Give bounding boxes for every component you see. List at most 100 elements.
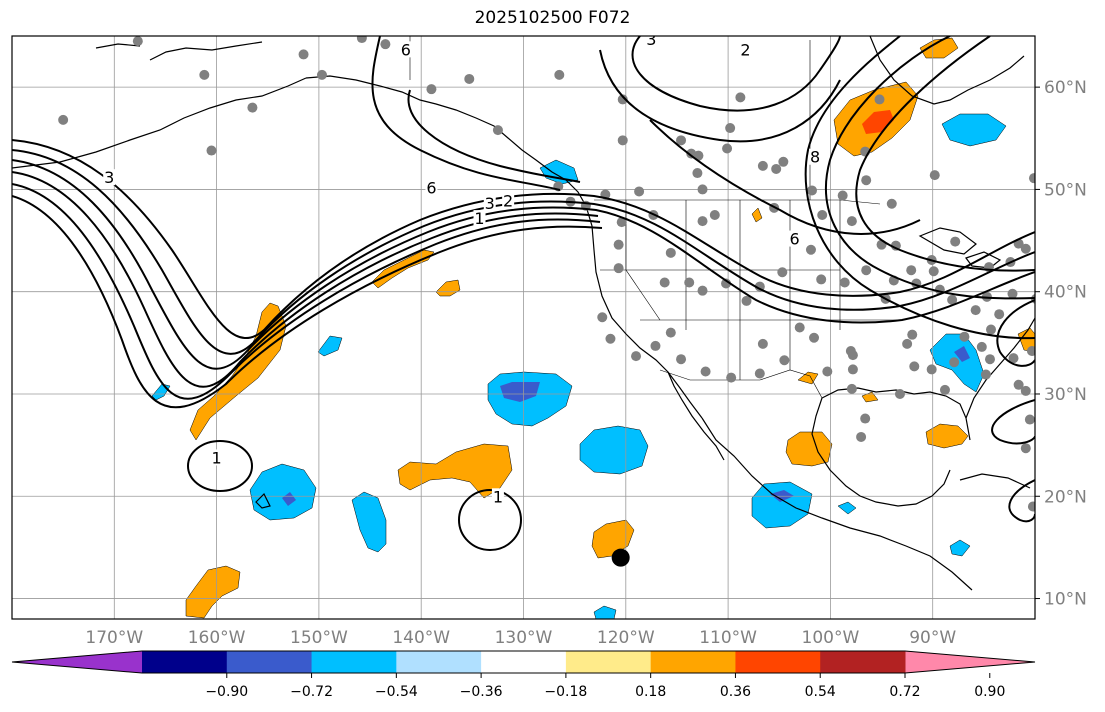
- station-dot: [492, 125, 503, 136]
- station-dot: [1013, 379, 1024, 390]
- station-dot: [1027, 501, 1035, 512]
- contour-label-bg: [473, 210, 486, 227]
- station-dot: [617, 94, 628, 105]
- contour-label: 3: [104, 168, 114, 187]
- anomaly-negative-region: [539, 159, 579, 185]
- contour-label-bg: [491, 488, 504, 505]
- station-dot: [779, 355, 790, 366]
- station-dot: [902, 338, 913, 349]
- station-dot: [722, 143, 733, 154]
- station-dot: [554, 69, 565, 80]
- political-borders: [409, 36, 900, 399]
- station-dot: [928, 266, 939, 277]
- anomaly-negative-region: [317, 335, 343, 357]
- latitude-tick-label: 30°N: [1044, 385, 1087, 405]
- station-dot: [909, 361, 920, 372]
- contour-label-bg: [809, 148, 822, 165]
- station-dot: [861, 175, 872, 186]
- contour-label: 6: [790, 230, 800, 249]
- station-dot: [816, 274, 827, 285]
- contour-label-bg: [502, 192, 515, 209]
- longitude-tick-label: 140°W: [392, 628, 450, 648]
- latitude-ticks: 10°N 20°N 30°N 40°N 50°N 60°N: [1035, 78, 1087, 610]
- anomaly-positive-region: [185, 565, 241, 619]
- station-dot: [771, 163, 782, 174]
- anomaly-positive-region: [591, 519, 635, 559]
- latitude-tick-label: 20°N: [1044, 487, 1087, 507]
- station-dot: [906, 265, 917, 276]
- station-dot: [874, 94, 885, 105]
- anomaly-negative-region: [151, 383, 171, 401]
- station-dot: [1020, 385, 1031, 396]
- contour-label: 1: [493, 487, 503, 506]
- station-dot: [757, 160, 768, 171]
- latitude-tick-label: 60°N: [1044, 78, 1087, 98]
- station-dot: [697, 184, 708, 195]
- station-dot: [986, 324, 997, 335]
- station-dot: [778, 156, 789, 167]
- longitude-tick-label: 90°W: [909, 628, 956, 648]
- longitude-tick-label: 120°W: [597, 628, 655, 648]
- latitude-tick-label: 40°N: [1044, 283, 1087, 303]
- plot-frame: [11, 35, 1036, 620]
- colorbar-tick-label: −0.90: [205, 684, 248, 700]
- station-dot: [665, 247, 676, 258]
- station-dot: [894, 388, 905, 399]
- contour-label-bg: [210, 449, 223, 466]
- station-dot: [1020, 443, 1031, 454]
- anomaly-negative-region: [351, 491, 387, 553]
- station-dot: [697, 285, 708, 296]
- station-dot: [980, 369, 991, 380]
- station-dot: [613, 263, 624, 274]
- colorbar-tick-label: 0.18: [635, 684, 666, 700]
- colorbar-tick-label: 0.90: [974, 684, 1005, 700]
- station-dot: [650, 340, 661, 351]
- station-dot: [846, 383, 857, 394]
- station-dot: [1008, 353, 1019, 364]
- station-dot: [725, 123, 736, 134]
- station-dot: [247, 102, 258, 113]
- station-dot: [890, 240, 901, 251]
- longitude-tick-label: 150°W: [290, 628, 348, 648]
- contour-label-bg: [645, 36, 658, 48]
- station-dot: [1026, 346, 1035, 357]
- station-dot: [1020, 243, 1031, 254]
- colorbar-segment: [565, 651, 652, 673]
- station-dot: [665, 327, 676, 338]
- station-dot: [947, 294, 958, 305]
- contour-label-bg: [399, 41, 412, 58]
- station-dot: [970, 305, 981, 316]
- station-dot: [58, 114, 69, 125]
- station-dot: [631, 351, 642, 362]
- longitude-tick-label: 130°W: [495, 628, 553, 648]
- anomaly-negative-region: [487, 371, 573, 427]
- contour-label: 2: [503, 192, 513, 211]
- station-dot: [659, 277, 670, 288]
- anomaly-negative-region: [249, 463, 317, 521]
- colorbar-segment: [481, 651, 567, 673]
- station-dot: [1007, 288, 1018, 299]
- station-dot: [837, 190, 848, 201]
- anomaly-positive-region: [397, 443, 513, 499]
- station-dot: [464, 73, 475, 84]
- colorbar-segment: [820, 651, 906, 673]
- station-dot: [806, 185, 817, 196]
- station-dot: [356, 36, 367, 44]
- contour-label: 1: [474, 209, 484, 228]
- anomaly-strong-negative-region: [954, 346, 970, 362]
- anomaly-strong-negative-region: [282, 492, 296, 506]
- station-dot: [984, 354, 995, 365]
- station-dot: [794, 322, 805, 333]
- station-dot: [847, 350, 858, 361]
- station-dot: [613, 239, 624, 250]
- location-marker: [611, 548, 630, 567]
- station-dot: [949, 357, 960, 368]
- station-dot: [1028, 173, 1035, 184]
- colorbar-tick-label: −0.36: [460, 684, 503, 700]
- colorbar-tick-label: 0.36: [720, 684, 751, 700]
- latitude-tick-label: 50°N: [1044, 180, 1087, 200]
- station-dot: [634, 186, 645, 197]
- anomaly-negative-region: [941, 113, 1007, 147]
- station-dot: [426, 84, 437, 95]
